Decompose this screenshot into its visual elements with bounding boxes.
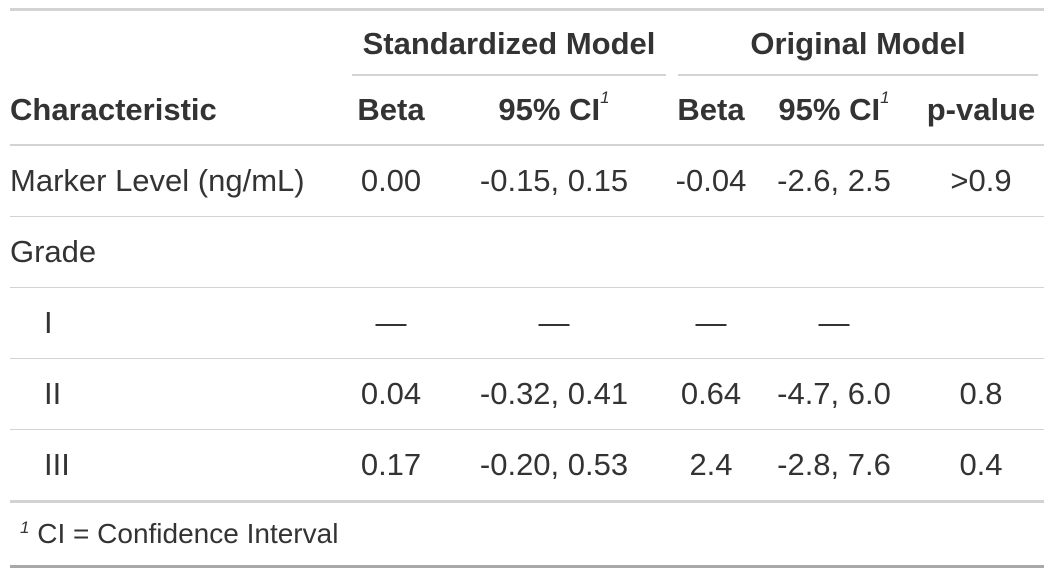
cell-p-value: 0.8 xyxy=(918,358,1044,430)
cell-p-value xyxy=(918,287,1044,359)
table-row: II 0.04 -0.32, 0.41 0.64 -4.7, 6.0 0.8 xyxy=(10,358,1044,430)
cell-beta-std: 0.00 xyxy=(360,163,422,198)
header-p-value: p-value xyxy=(918,76,1044,146)
regression-table: Standardized Model Original Model Charac… xyxy=(10,8,1044,568)
column-header-row: Characteristic Beta 95% CI1 Beta 95% CI1… xyxy=(10,76,1044,146)
row-label: III xyxy=(10,429,346,503)
cell-ci-orig xyxy=(750,216,918,288)
spanner-standardized: Standardized Model xyxy=(346,11,672,76)
cell-p-value: 0.4 xyxy=(918,429,1044,503)
cell-ci-std xyxy=(436,216,672,288)
table-row: I — — — — xyxy=(10,287,1044,359)
header-ci-std: 95% CI1 xyxy=(436,76,672,146)
cell-beta-orig: 2.4 xyxy=(672,429,750,503)
cell-ci-orig: -4.7, 6.0 xyxy=(750,358,918,430)
cell-beta-orig: -0.04 xyxy=(675,163,747,198)
top-rule xyxy=(10,8,1044,11)
cell-beta-orig xyxy=(672,216,750,288)
row-label: II xyxy=(10,358,346,430)
footnote-mark: 1 xyxy=(880,88,890,107)
spanner-empty xyxy=(10,11,346,76)
footnote-text: CI = Confidence Interval xyxy=(37,518,339,549)
cell-beta-std: 0.04 xyxy=(346,358,436,430)
row-label: Grade xyxy=(10,216,346,288)
footnote-mark: 1 xyxy=(20,518,30,537)
results-table: Standardized Model Original Model Charac… xyxy=(10,11,1044,503)
cell-beta-std: 0.17 xyxy=(346,429,436,503)
cell-beta-orig: 0.64 xyxy=(672,358,750,430)
cell-ci-std: — xyxy=(436,287,672,359)
header-beta-std: Beta xyxy=(346,76,436,146)
footnote-mark: 1 xyxy=(600,88,610,107)
spanner-original: Original Model xyxy=(672,11,1044,76)
cell-p-value xyxy=(918,216,1044,288)
table-footnote: 1 CI = Confidence Interval xyxy=(10,503,1044,568)
cell-ci-std: -0.15, 0.15 xyxy=(479,163,629,198)
row-label: Marker Level (ng/mL) xyxy=(10,163,305,198)
cell-ci-std: -0.32, 0.41 xyxy=(436,358,672,430)
table-row: Grade xyxy=(10,216,1044,288)
cell-ci-orig: — xyxy=(750,287,918,359)
header-ci-orig: 95% CI1 xyxy=(750,76,918,146)
cell-ci-std: -0.20, 0.53 xyxy=(436,429,672,503)
cell-beta-orig: — xyxy=(672,287,750,359)
cell-beta-std: — xyxy=(346,287,436,359)
table-row: III 0.17 -0.20, 0.53 2.4 -2.8, 7.6 0.4 xyxy=(10,429,1044,503)
spanner-row: Standardized Model Original Model xyxy=(10,11,1044,76)
cell-beta-std xyxy=(346,216,436,288)
header-characteristic: Characteristic xyxy=(10,76,346,146)
cell-ci-orig: -2.6, 2.5 xyxy=(777,163,891,198)
row-label: I xyxy=(10,287,346,359)
cell-ci-orig: -2.8, 7.6 xyxy=(750,429,918,503)
table-row: Marker Level (ng/mL) 0.00 -0.15, 0.15 -0… xyxy=(10,145,1044,217)
cell-p-value: >0.9 xyxy=(950,163,1012,198)
header-beta-orig: Beta xyxy=(672,76,750,146)
